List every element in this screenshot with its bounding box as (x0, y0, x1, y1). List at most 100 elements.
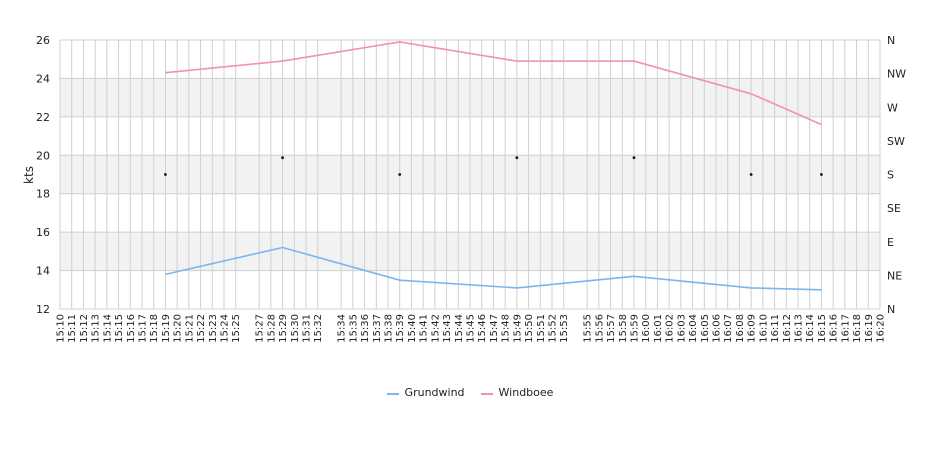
x-tick-label: 15:41 (419, 314, 430, 343)
legend-item-windboee[interactable]: Windboee (480, 386, 554, 399)
x-tick-label: 15:10 (56, 314, 67, 343)
x-tick-label: 15:23 (208, 314, 219, 343)
x-tick-label: 16:06 (712, 314, 723, 343)
x-tick-label: 15:59 (630, 314, 641, 343)
x-tick-label: 15:12 (79, 314, 90, 343)
x-tick-label: 16:17 (840, 314, 851, 343)
x-tick-label: 15:51 (536, 314, 547, 343)
y-tick-label: 16 (36, 226, 50, 239)
direction-marker (749, 173, 753, 176)
x-tick-label: 15:25 (231, 314, 242, 343)
legend-item-grundwind[interactable]: Grundwind (386, 386, 465, 399)
x-tick-label: 16:10 (758, 314, 769, 343)
x-tick-label: 15:14 (102, 314, 113, 343)
direction-marker (164, 173, 167, 176)
x-tick-label: 15:19 (161, 314, 172, 343)
x-tick-label: 15:11 (67, 314, 78, 343)
x-tick-label: 16:02 (665, 314, 676, 343)
x-tick-label: 15:18 (149, 314, 160, 343)
x-tick-label: 15:50 (524, 314, 535, 343)
x-tick-label: 15:52 (548, 314, 559, 343)
x-tick-label: 15:44 (454, 314, 465, 343)
legend-label: Windboee (498, 386, 554, 399)
direction-tick-label: SE (887, 202, 901, 215)
x-tick-label: 15:13 (91, 314, 102, 343)
x-tick-label: 15:22 (196, 314, 207, 343)
horizontal-grid (60, 39, 880, 310)
legend-swatch (480, 392, 493, 395)
x-tick-label: 15:16 (126, 314, 137, 343)
series-line-grundwind (165, 246, 822, 291)
x-tick-label: 16:15 (817, 314, 828, 343)
x-tick-label: 15:48 (501, 314, 512, 343)
y-tick-label: 12 (36, 303, 50, 316)
series-lines (165, 41, 822, 291)
legend: Grundwind Windboee (0, 386, 940, 399)
y-axis-ticks: 12 14 16 18 20 22 24 26 (36, 34, 50, 316)
direction-tick-label: NE (887, 269, 902, 282)
y-tick-label: 24 (36, 72, 50, 85)
x-tick-label: 16:14 (805, 314, 816, 343)
legend-swatch (386, 392, 399, 395)
x-tick-label: 15:43 (442, 314, 453, 343)
x-tick-label: 15:45 (466, 314, 477, 343)
direction-tick-label: SW (887, 135, 905, 148)
x-tick-label: 15:17 (138, 314, 149, 343)
x-tick-label: 15:57 (606, 314, 617, 343)
y-tick-label: 14 (36, 265, 50, 278)
x-tick-label: 15:42 (430, 314, 441, 343)
direction-tick-label: W (887, 101, 898, 114)
x-tick-label: 16:13 (794, 314, 805, 343)
x-tick-label: 15:39 (395, 314, 406, 343)
x-tick-label: 15:58 (618, 314, 629, 343)
x-tick-label: 15:21 (184, 314, 195, 343)
x-tick-label: 15:15 (114, 314, 125, 343)
x-tick-label: 16:16 (829, 314, 840, 343)
x-tick-label: 16:05 (700, 314, 711, 343)
series-line-windboee (165, 41, 822, 126)
direction-tick-label: N (887, 303, 895, 316)
x-tick-label: 15:55 (583, 314, 594, 343)
x-tick-label: 15:40 (407, 314, 418, 343)
x-tick-label: 16:03 (676, 314, 687, 343)
x-tick-label: 16:18 (852, 314, 863, 343)
x-tick-label: 15:53 (559, 314, 570, 343)
x-tick-label: 15:27 (255, 314, 266, 343)
x-tick-label: 16:19 (864, 314, 875, 343)
direction-tick-label: S (887, 169, 894, 182)
direction-marker (515, 156, 519, 160)
y-tick-label: 18 (36, 188, 50, 201)
x-tick-label: 15:31 (302, 314, 313, 343)
y-axis-title: kts (22, 166, 36, 184)
y-tick-label: 26 (36, 34, 50, 47)
x-tick-label: 16:07 (723, 314, 734, 343)
x-tick-label: 16:12 (782, 314, 793, 343)
x-tick-label: 15:46 (477, 314, 488, 343)
x-tick-label: 15:34 (337, 314, 348, 343)
x-tick-label: 15:36 (360, 314, 371, 343)
x-tick-label: 16:08 (735, 314, 746, 343)
y-tick-label: 20 (36, 149, 50, 162)
direction-marker (398, 173, 402, 176)
direction-tick-label: E (887, 236, 894, 249)
direction-axis-ticks: N NE E SE S SW W NW N (887, 34, 906, 316)
x-tick-label: 15:30 (290, 314, 301, 343)
x-tick-label: 16:11 (770, 314, 781, 343)
x-tick-label: 15:37 (372, 314, 383, 343)
x-tick-label: 15:56 (594, 314, 605, 343)
direction-marker (632, 156, 636, 160)
x-tick-label: 15:38 (384, 314, 395, 343)
x-tick-label: 15:28 (266, 314, 277, 343)
direction-marker (281, 156, 284, 160)
direction-tick-label: NW (887, 68, 906, 81)
direction-markers (164, 156, 823, 176)
x-tick-label: 15:29 (278, 314, 289, 343)
y-tick-label: 22 (36, 111, 50, 124)
x-tick-label: 15:49 (512, 314, 523, 343)
x-tick-label: 16:00 (641, 314, 652, 343)
x-tick-label: 16:20 (876, 314, 887, 343)
x-tick-label: 15:32 (313, 314, 324, 343)
x-tick-label: 16:04 (688, 314, 699, 343)
x-tick-label: 15:35 (348, 314, 359, 343)
